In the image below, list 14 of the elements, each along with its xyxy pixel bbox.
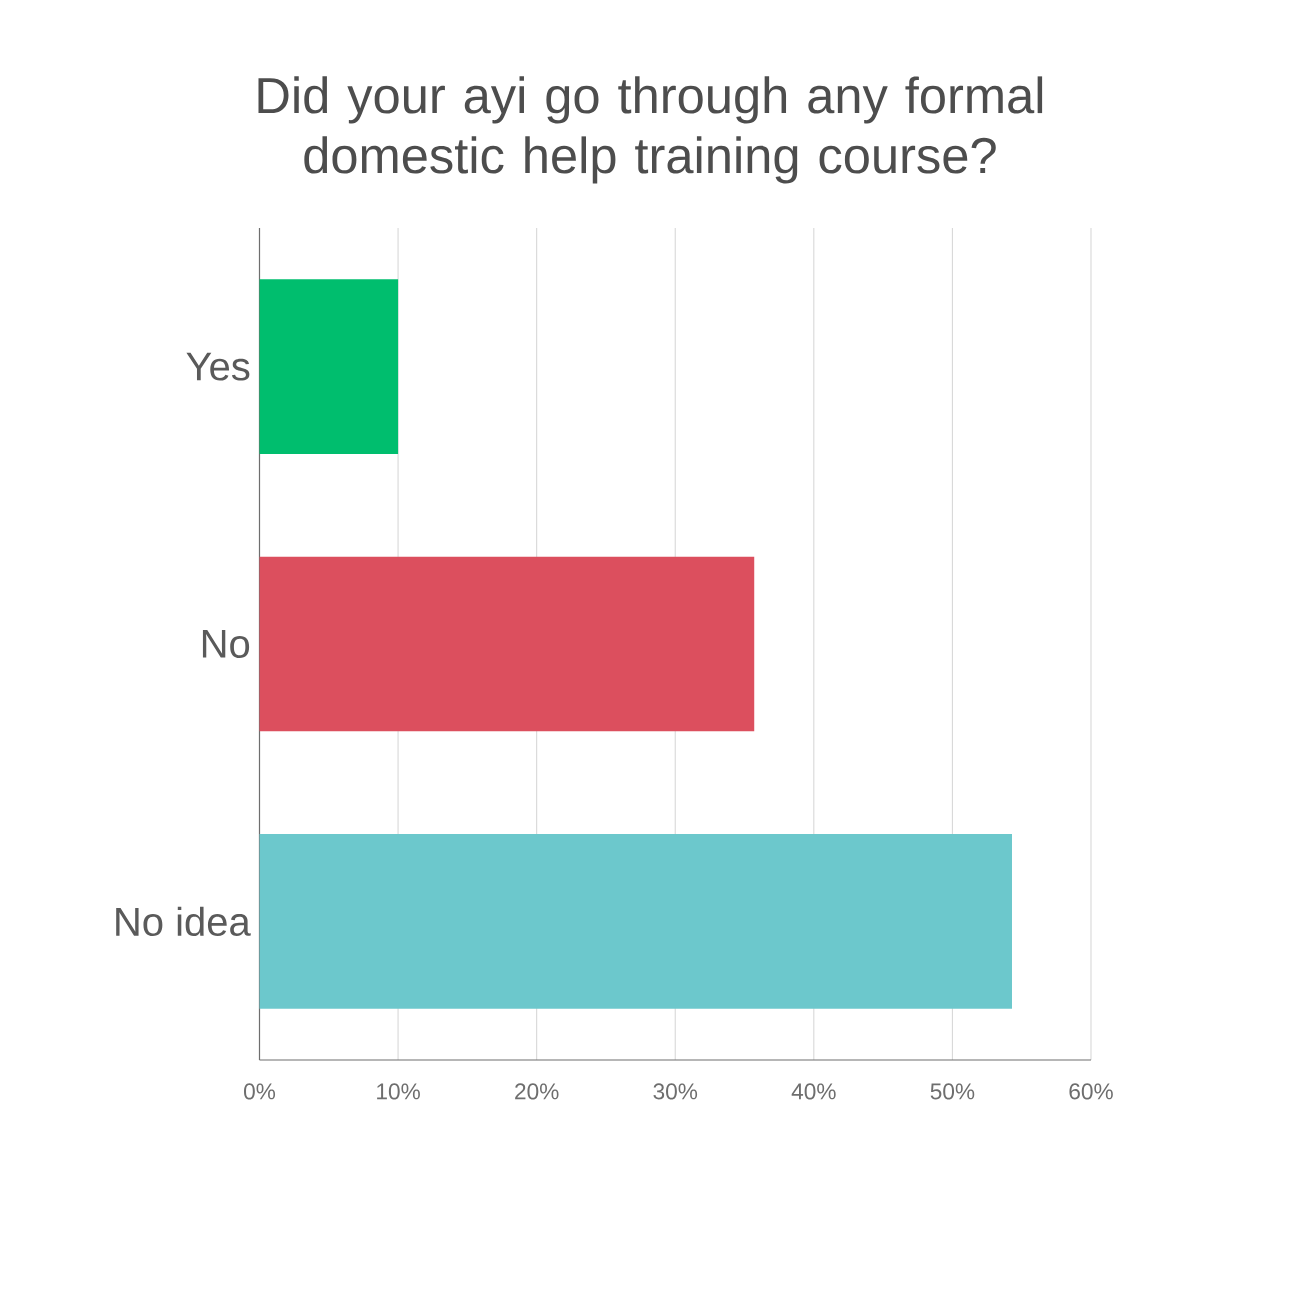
x-tick-label: 0% bbox=[243, 1083, 276, 1100]
x-tick-label: 30% bbox=[653, 1083, 698, 1100]
x-tick-label: 50% bbox=[930, 1083, 975, 1100]
x-tick-label: 10% bbox=[377, 1083, 420, 1100]
x-tick-label: 60% bbox=[1069, 1083, 1113, 1100]
y-tick-label: No bbox=[202, 630, 250, 658]
chart-title: Did your ayi go through any formal domestic help training course? bbox=[258, 76, 1043, 184]
bar bbox=[259, 556, 755, 732]
x-tick-label: 40% bbox=[791, 1083, 836, 1100]
x-tick-label: 20% bbox=[515, 1083, 559, 1100]
y-tick-label: Yes bbox=[186, 352, 250, 381]
bar bbox=[259, 279, 399, 455]
y-tick-label: No idea bbox=[116, 906, 251, 937]
bar bbox=[259, 833, 1012, 1009]
